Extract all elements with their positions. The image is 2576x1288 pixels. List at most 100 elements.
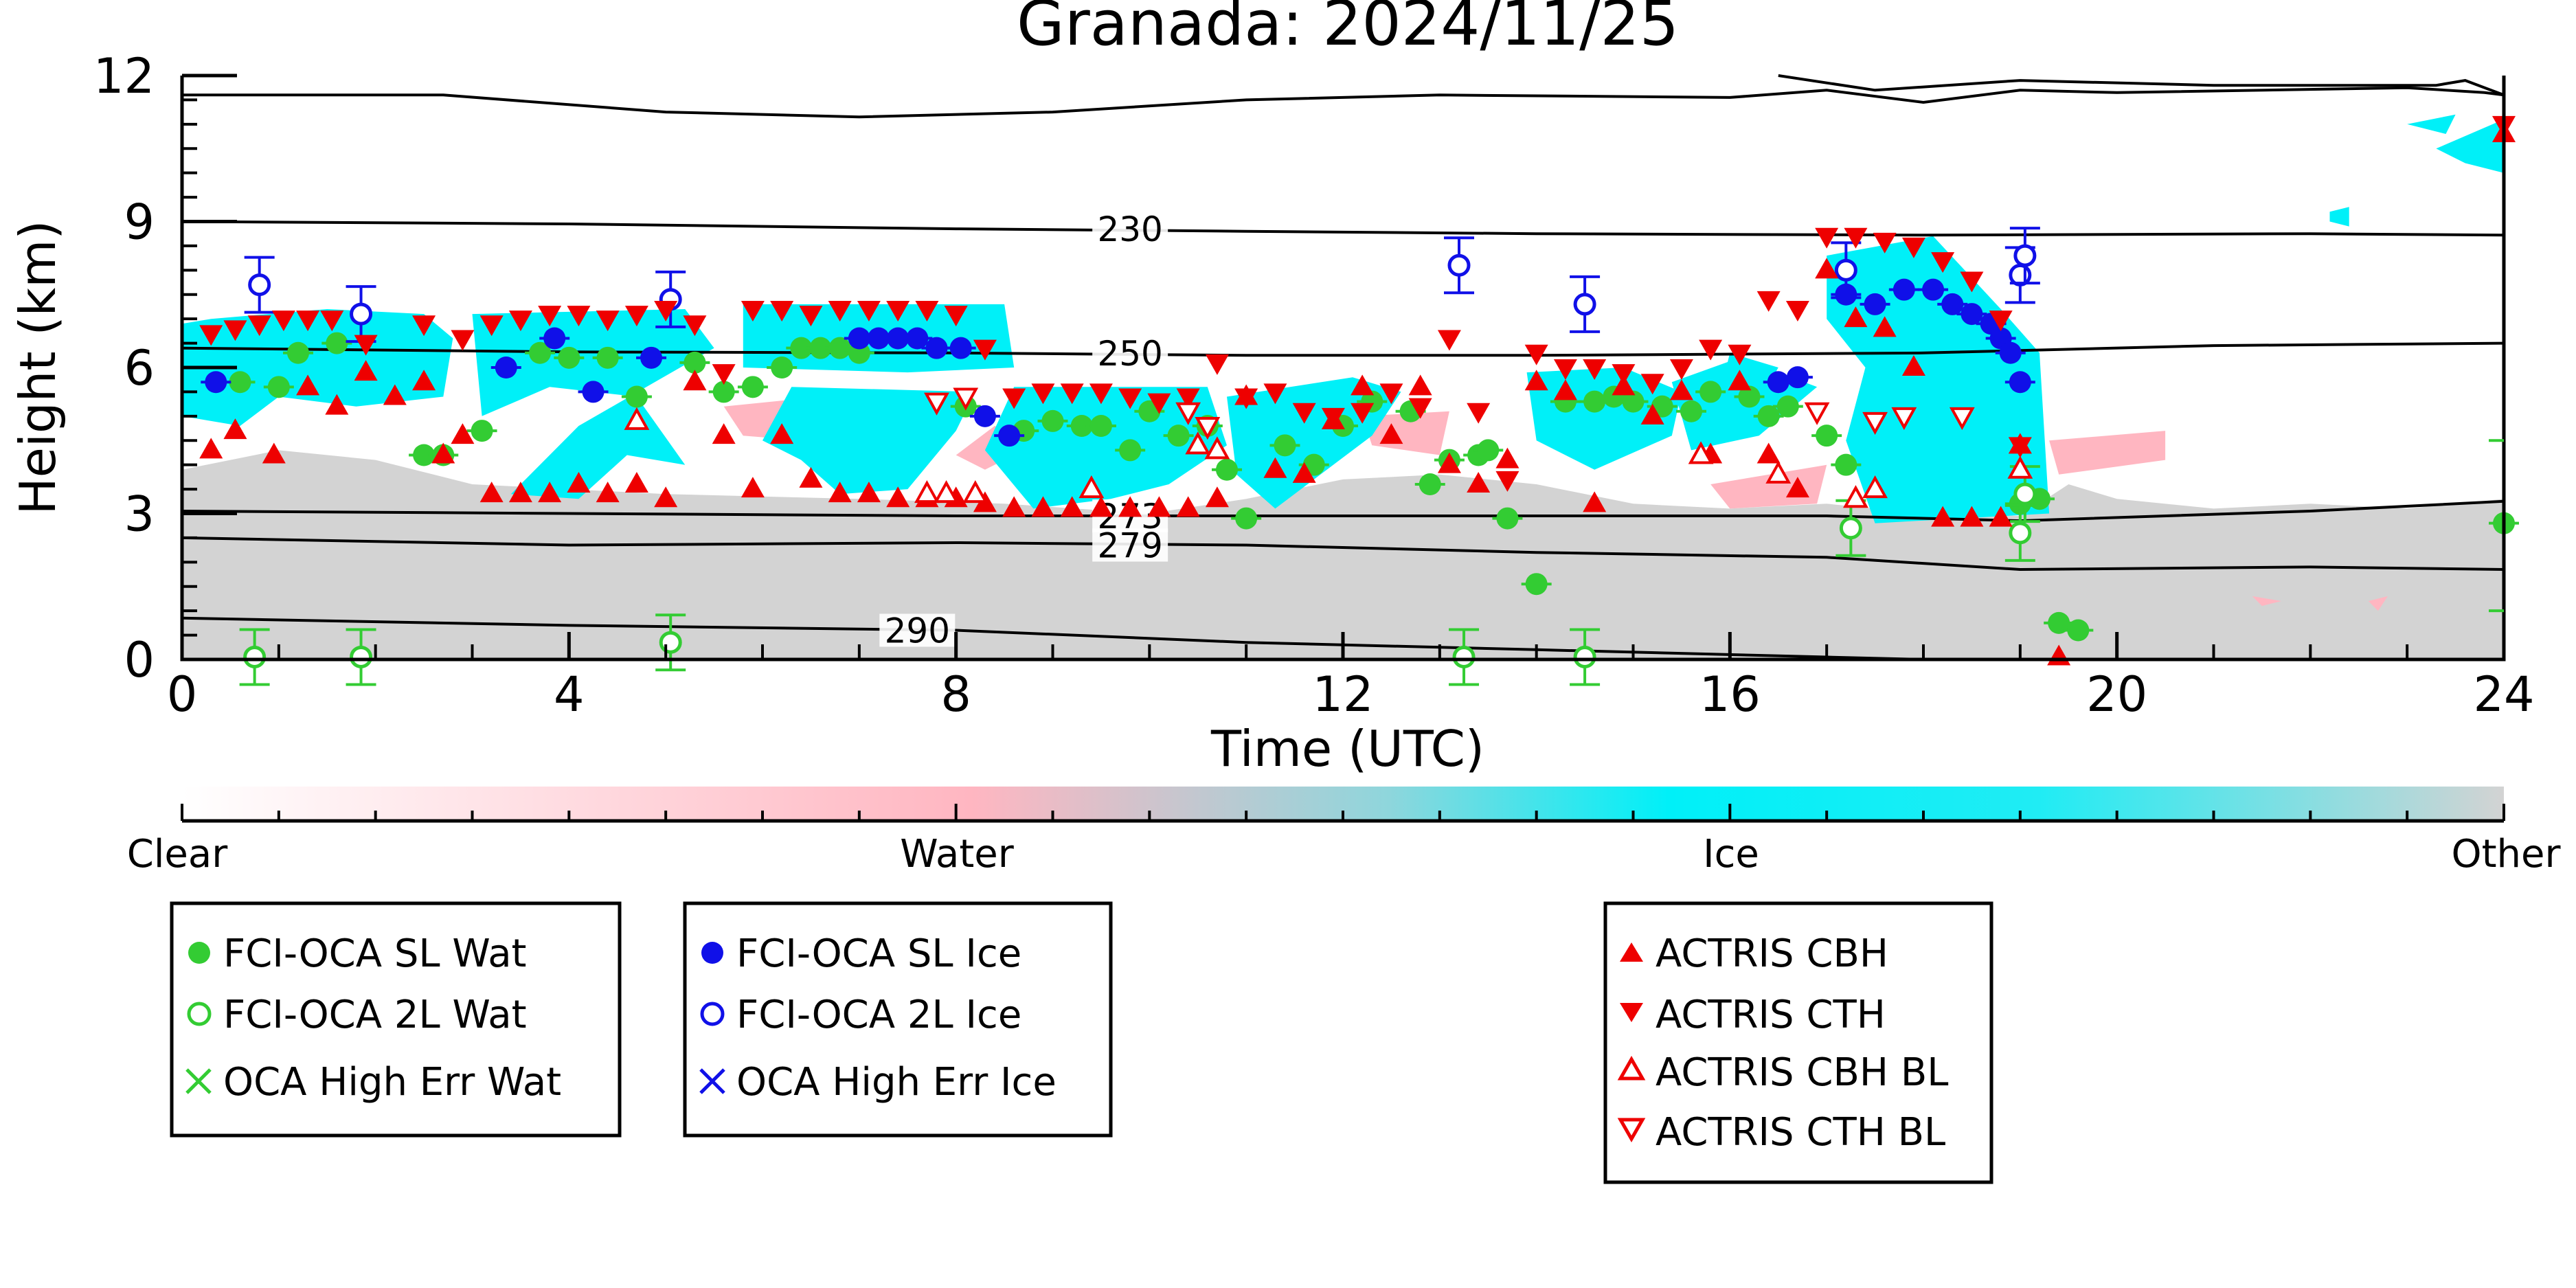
point-actris-cbh [799, 466, 823, 488]
point-fci-oca-sl-wat [326, 332, 348, 354]
point-actris-cth [712, 364, 736, 385]
point-fci-oca-sl-wat [229, 371, 251, 394]
point-actris-cbh-bl [914, 480, 940, 504]
point-actris-cbh [654, 486, 678, 508]
point-actris-cbh [1553, 379, 1577, 400]
legend-marker-higherr-wat [185, 1068, 212, 1094]
isotherm-label: 230 [1097, 210, 1162, 249]
point-actris-cth [247, 315, 271, 337]
point-fci-oca-sl-ice [1922, 278, 1945, 301]
point-actris-cth [1669, 359, 1693, 380]
legend-marker-cth [1620, 1003, 1643, 1022]
point-actris-cth [1495, 471, 1519, 492]
point-actris-cbh-bl [1862, 475, 1888, 499]
point-actris-cbh [828, 482, 852, 503]
point-actris-cbh-bl [2007, 455, 2033, 479]
point-fci-oca-sl-ice [1941, 293, 1964, 315]
isotherm-line [181, 536, 2505, 572]
point-fci-oca-sl-wat [790, 337, 813, 359]
point-actris-cth [1901, 237, 1925, 258]
point-actris-cth-bl [1949, 407, 1975, 430]
point-actris-cbh [1002, 496, 1026, 517]
point-fci-oca-sl-wat [1216, 458, 1238, 481]
point-fci-oca-sl-wat [741, 376, 764, 398]
point-fci-oca-sl-wat [1816, 425, 1838, 447]
point-actris-cth [567, 306, 591, 327]
point-actris-cth-bl [953, 387, 979, 411]
point-actris-cth [596, 310, 620, 332]
point-actris-cbh [431, 442, 455, 464]
legend-marker-sl-wat [188, 942, 210, 964]
point-fci-oca-sl-wat [1583, 390, 1606, 413]
point-actris-cbh [1785, 477, 1809, 498]
legend-water: FCI-OCA SL Wat FCI-OCA 2L Wat OCA High E… [170, 901, 622, 1138]
point-actris-cth [944, 306, 968, 327]
legend-marker-sl-ice [701, 942, 723, 964]
point-actris-cbh [857, 482, 881, 503]
isotherm-line [1778, 74, 2505, 97]
point-actris-cth [479, 315, 504, 337]
point-fci-oca-sl-ice [495, 357, 517, 379]
point-actris-cbh [325, 394, 349, 415]
point-actris-cth [354, 335, 378, 356]
point-fci-oca-sl-wat [1089, 415, 1112, 437]
point-actris-cbh [1612, 374, 1636, 396]
point-actris-cbh [538, 482, 562, 503]
point-fci-oca-sl-ice [640, 346, 663, 369]
legend-actris: ACTRIS CBH ACTRIS CTH ACTRIS CBH BL ACTR… [1603, 901, 1993, 1184]
legend-label-higherr-ice: OCA High Err Ice [736, 1060, 1057, 1105]
point-fci-oca-sl-wat [413, 444, 436, 466]
point-actris-cbh [683, 370, 707, 391]
point-actris-cth [508, 310, 532, 332]
point-fci-oca-sl-wat [267, 376, 290, 398]
point-actris-cbh [262, 442, 286, 464]
point-fci-oca-sl-ice [973, 405, 996, 427]
point-fci-oca-sl-wat [2048, 611, 2070, 634]
point-actris-cth [1060, 383, 1084, 405]
y-tick-label: 0 [124, 632, 155, 688]
point-actris-cth [1553, 359, 1577, 380]
point-actris-cbh-bl [962, 480, 988, 504]
point-fci-oca-sl-ice [2009, 371, 2031, 394]
point-fci-oca-sl-wat [1477, 439, 1500, 462]
point-fci-oca-sl-wat [1622, 390, 1645, 413]
axes: 0 3 6 9 12 0 4 8 12 16 20 24 [93, 48, 2535, 723]
point-actris-cth [1785, 301, 1809, 321]
point-fci-oca-sl-wat [529, 341, 552, 364]
point-actris-cbh-bl [1688, 441, 1714, 464]
point-actris-cbh-bl [934, 480, 959, 504]
x-tick-label: 20 [2086, 666, 2147, 723]
point-actris-cth-bl [1804, 402, 1830, 425]
point-fci-oca-sl-wat [683, 351, 706, 374]
point-actris-cth-bl [1891, 407, 1917, 430]
point-fci-oca-sl-wat [1274, 434, 1296, 457]
point-actris-cth [1815, 227, 1839, 249]
point-actris-cth [1989, 310, 2013, 332]
point-fci-oca-sl-ice [868, 327, 890, 350]
point-fci-oca-sl-wat [771, 357, 793, 379]
x-tick-label: 12 [1312, 666, 1373, 723]
point-actris-cth [1437, 330, 1461, 351]
point-actris-cth [1379, 383, 1403, 405]
point-fci-oca-sl-wat [596, 346, 619, 369]
y-tick-label: 12 [93, 48, 155, 104]
point-actris-cth [1031, 383, 1055, 405]
legend-label-cth-bl: ACTRIS CTH BL [1656, 1110, 1945, 1155]
colorbar-label-ice: Ice [1703, 832, 1759, 877]
x-tick-label: 8 [940, 666, 971, 723]
legend-label-cth: ACTRIS CTH [1656, 993, 1886, 1037]
point-actris-cbh-bl [1185, 431, 1211, 455]
point-actris-cbh [886, 486, 910, 508]
point-actris-cbh-bl [624, 407, 650, 430]
point-fci-oca-sl-wat [1167, 425, 1190, 447]
point-fci-oca-sl-wat [1070, 415, 1093, 437]
point-actris-cbh [1524, 370, 1548, 391]
point-fci-oca-sl-wat [1419, 473, 1441, 495]
point-fci-oca-2l-ice [1447, 253, 1471, 277]
point-actris-cth [451, 330, 475, 351]
legend-ice-box [683, 901, 1113, 1138]
ice-region [762, 387, 975, 495]
point-actris-cth [1960, 271, 1984, 293]
point-actris-cth-bl [1195, 417, 1221, 440]
point-actris-cbh-bl [1765, 460, 1792, 484]
